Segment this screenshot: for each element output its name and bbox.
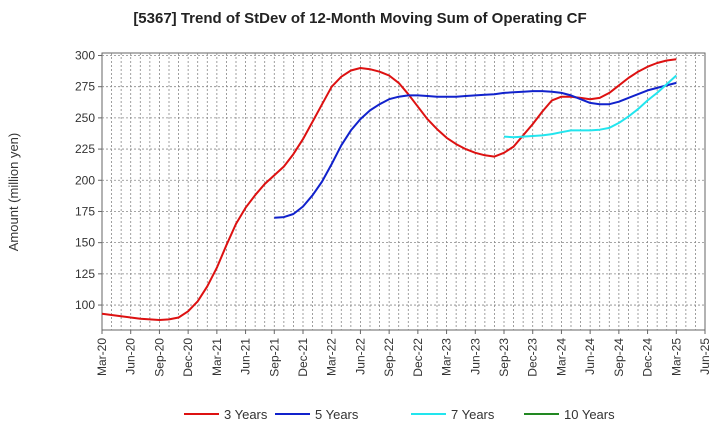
- x-tick-label: Sep-21: [267, 338, 281, 377]
- x-axis-ticks: Mar-20 Jun-20 Sep-20 Dec-20 Mar-21 Jun-21 Sep-…: [95, 330, 712, 377]
- x-tick-label: Dec-21: [296, 338, 310, 377]
- y-axis-label: Amount (million yen): [6, 133, 21, 252]
- y-tick-label: 275: [75, 80, 95, 94]
- legend-label-3: 7 Years: [451, 407, 495, 422]
- x-tick-label: Sep-24: [612, 338, 626, 377]
- x-tick-label: Mar-24: [554, 338, 568, 376]
- x-tick-label: Jun-24: [583, 338, 597, 375]
- y-tick-label: 125: [75, 267, 95, 281]
- x-tick-label: Jun-22: [353, 338, 367, 375]
- x-tick-label: Dec-24: [641, 338, 655, 377]
- series-layer: [101, 58, 677, 321]
- plot-area: [101, 52, 706, 331]
- legend-label-2: 5 Years: [315, 407, 359, 422]
- y-tick-label: 225: [75, 142, 95, 156]
- x-tick-label: Jun-21: [239, 338, 253, 375]
- series-line-2: [274, 81, 677, 219]
- y-tick-label: 300: [75, 48, 95, 62]
- x-tick-label: Mar-20: [95, 338, 109, 376]
- x-tick-label: Mar-23: [440, 338, 454, 376]
- y-tick-label: 150: [75, 236, 95, 250]
- y-tick-label: 200: [75, 173, 95, 187]
- plot-frame: [101, 52, 706, 331]
- x-tick-label: Sep-22: [382, 338, 396, 377]
- x-tick-label: Dec-22: [411, 338, 425, 377]
- y-axis-ticks: 100 125 150 175 200 225 250 275 300: [75, 48, 102, 312]
- y-tick-label: 100: [75, 298, 95, 312]
- legend-label-1: 3 Years: [224, 407, 268, 422]
- grid-layer: [102, 53, 705, 330]
- x-tick-label: Jun-20: [124, 338, 138, 375]
- series-line-1: [101, 58, 677, 321]
- legend-label-4: 10 Years: [564, 407, 615, 422]
- x-tick-label: Jun-23: [468, 338, 482, 375]
- x-tick-label: Dec-23: [526, 338, 540, 377]
- x-tick-label: Sep-23: [497, 338, 511, 377]
- x-tick-label: Dec-20: [181, 338, 195, 377]
- x-tick-label: Mar-21: [210, 338, 224, 376]
- x-tick-label: Mar-22: [325, 338, 339, 376]
- legend: 3 Years 5 Years 7 Years 10 Years: [184, 407, 615, 422]
- y-tick-label: 250: [75, 111, 95, 125]
- series-line-3: [503, 74, 677, 139]
- x-tick-label: Sep-20: [152, 338, 166, 377]
- chart-title: [5367] Trend of StDev of 12-Month Moving…: [133, 10, 587, 27]
- y-tick-label: 175: [75, 204, 95, 218]
- x-tick-label: Jun-25: [698, 338, 712, 375]
- x-tick-label: Mar-25: [669, 338, 683, 376]
